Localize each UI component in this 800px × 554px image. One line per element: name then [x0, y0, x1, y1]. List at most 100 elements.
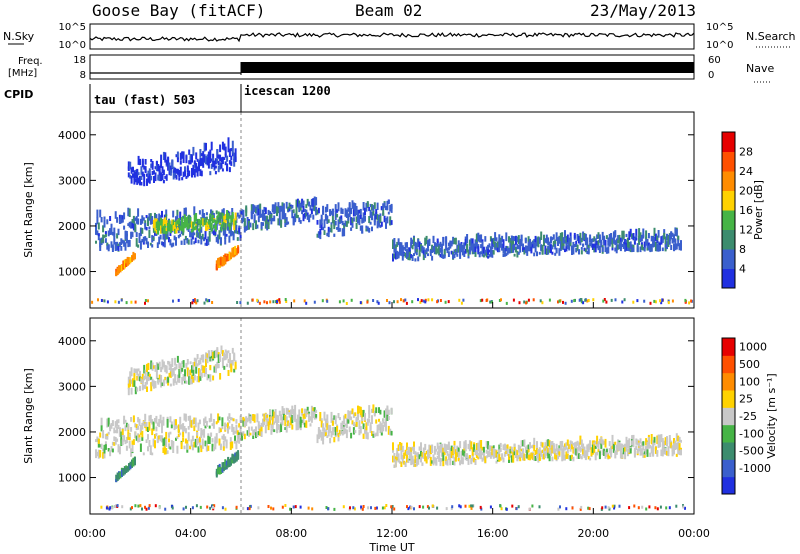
- ground-cell: [562, 300, 564, 304]
- scatter-cell: [387, 425, 390, 435]
- scatter-cell: [650, 439, 653, 445]
- scatter-cell: [582, 231, 585, 241]
- scatter-cell: [111, 420, 114, 426]
- scatter-cell: [529, 442, 531, 449]
- scatter-cell: [160, 225, 162, 231]
- scatter-cell: [326, 204, 329, 212]
- scatter-cell: [154, 172, 157, 182]
- scatter-cell: [399, 445, 401, 451]
- scatter-cell: [310, 412, 313, 420]
- scatter-cell: [586, 450, 589, 457]
- scatter-cell: [590, 447, 593, 457]
- scatter-cell: [295, 205, 298, 215]
- scatter-cell: [302, 205, 305, 213]
- scatter-cell: [625, 436, 628, 445]
- scatter-cell: [228, 215, 231, 219]
- scatter-cell: [492, 237, 495, 247]
- scatter-cell: [198, 373, 200, 383]
- scatter-cell: [516, 236, 519, 243]
- scatter-cell: [326, 215, 329, 224]
- scatter-cell: [210, 163, 213, 169]
- scatter-cell: [141, 158, 144, 166]
- scatter-cell: [382, 424, 385, 432]
- scatter-cell: [114, 437, 117, 445]
- scatter-cell: [183, 222, 186, 229]
- ground-cell: [485, 299, 488, 302]
- scatter-cell: [153, 380, 155, 387]
- scatter-cell: [129, 174, 132, 179]
- scatter-cell: [612, 443, 615, 453]
- scatter-cell: [579, 435, 582, 445]
- scatter-cell: [636, 439, 639, 446]
- scatter-cell: [411, 239, 414, 245]
- scatter-cell: [473, 457, 476, 463]
- scatter-cell: [198, 161, 200, 171]
- scatter-cell: [212, 419, 215, 423]
- scatter-cell: [196, 354, 199, 360]
- scatter-cell: [196, 232, 199, 238]
- scatter-cell: [589, 242, 592, 246]
- scatter-cell: [165, 220, 168, 227]
- scatter-cell: [680, 447, 682, 451]
- scatter-cell: [224, 223, 227, 230]
- ground-cell: [690, 299, 693, 303]
- scatter-cell: [326, 414, 329, 424]
- scatter-cell: [221, 256, 224, 266]
- scatter-cell: [558, 236, 561, 244]
- scatter-cell: [220, 212, 223, 219]
- scatter-cell: [150, 175, 153, 181]
- scatter-cell: [622, 241, 625, 249]
- scatter-cell: [355, 206, 358, 215]
- scatter-cell: [128, 464, 131, 471]
- scatter-cell: [442, 237, 445, 246]
- scatter-cell: [357, 405, 359, 414]
- scatter-cell: [136, 376, 139, 381]
- scatter-cell: [625, 242, 628, 251]
- scatter-cell: [172, 441, 175, 450]
- scatter-cell: [200, 364, 203, 371]
- scatter-cell: [568, 242, 571, 248]
- scatter-cell: [322, 431, 325, 440]
- scatter-cell: [527, 454, 530, 461]
- scatter-cell: [659, 442, 661, 448]
- scatter-cell: [394, 252, 397, 260]
- scatter-cell: [481, 457, 484, 462]
- scatter-cell: [205, 216, 208, 221]
- scatter-cell: [222, 462, 225, 469]
- scatter-cell: [680, 241, 682, 247]
- scatter-cell: [118, 446, 121, 455]
- scatter-cell: [162, 232, 165, 240]
- scatter-cell: [287, 408, 290, 415]
- scatter-cell: [453, 237, 456, 245]
- scatter-cell: [210, 158, 213, 162]
- scatter-cell: [185, 155, 188, 164]
- scatter-cell: [305, 204, 308, 209]
- scatter-cell: [580, 448, 583, 452]
- scatter-cell: [167, 223, 169, 231]
- scatter-cell: [305, 210, 308, 217]
- scatter-cell: [145, 422, 148, 431]
- scatter-cell: [260, 222, 263, 229]
- scatter-cell: [520, 239, 523, 247]
- scatter-cell: [372, 431, 375, 434]
- scatter-cell: [202, 365, 205, 373]
- scatter-cell: [452, 236, 455, 245]
- scatter-cell: [224, 257, 227, 265]
- scatter-cell: [639, 438, 642, 444]
- scatter-cell: [170, 440, 173, 448]
- scatter-cell: [143, 181, 146, 187]
- ground-cell: [206, 505, 209, 509]
- scatter-cell: [146, 376, 148, 385]
- scatter-cell: [396, 241, 399, 247]
- scatter-cell: [436, 238, 439, 244]
- scatter-cell: [393, 453, 396, 462]
- scatter-cell: [633, 237, 636, 242]
- scatter-cell: [432, 455, 435, 458]
- scatter-cell: [278, 210, 281, 219]
- ground-cell: [428, 506, 430, 510]
- scatter-cell: [626, 440, 629, 449]
- scatter-cell: [210, 209, 213, 216]
- ground-cell: [481, 298, 484, 302]
- scatter-cell: [491, 249, 494, 258]
- scatter-cell: [193, 206, 196, 216]
